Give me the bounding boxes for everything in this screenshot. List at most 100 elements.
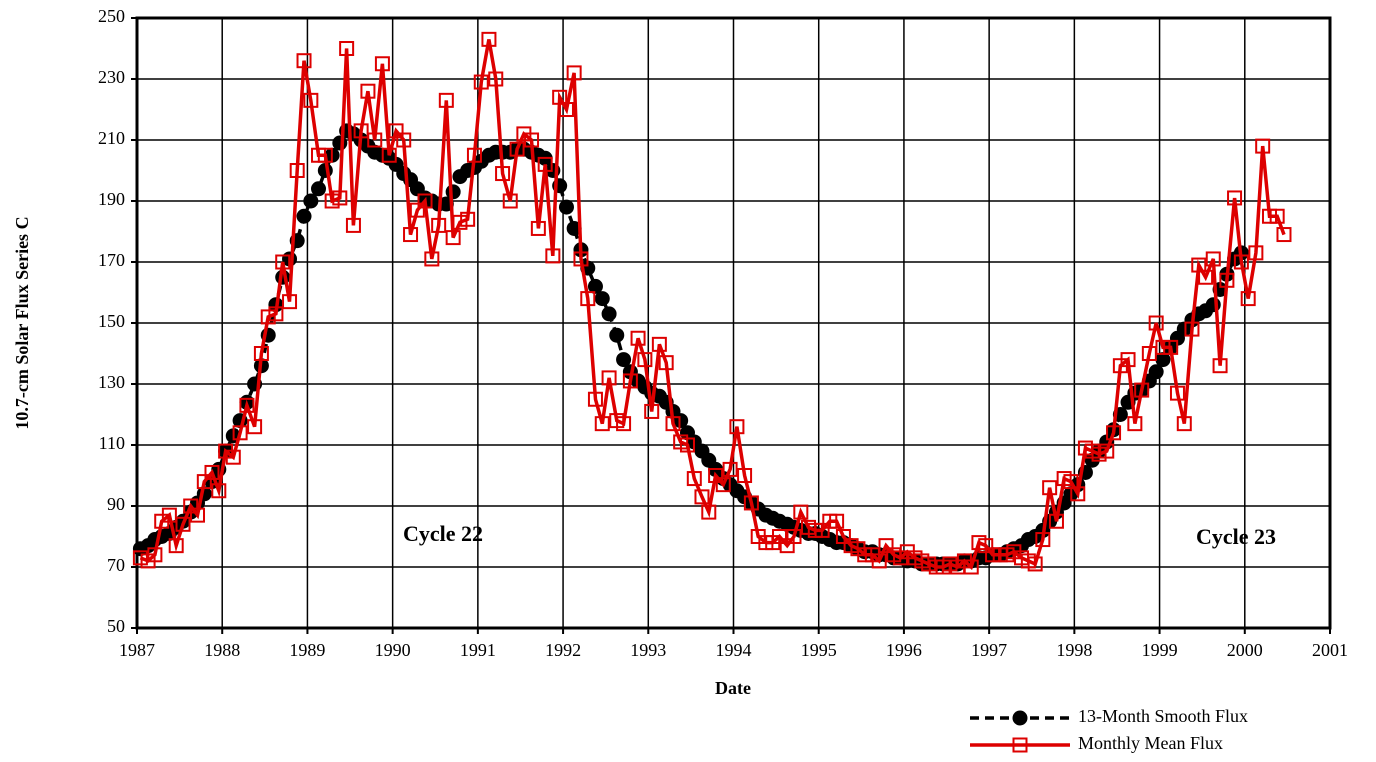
point — [289, 163, 305, 178]
point — [1134, 382, 1150, 398]
x-tick-label: 1996 — [886, 640, 922, 660]
point — [1240, 291, 1256, 307]
point — [1035, 532, 1051, 548]
point — [1042, 480, 1058, 496]
point — [296, 53, 312, 69]
point — [694, 489, 710, 505]
point — [1219, 272, 1235, 288]
y-axis-label: 10.7-cm Solar Flux Series C — [12, 216, 32, 429]
point — [424, 251, 440, 267]
point — [558, 199, 574, 215]
y-tick-label: 230 — [98, 67, 125, 87]
point — [835, 529, 851, 544]
point — [317, 147, 333, 163]
point — [630, 330, 646, 346]
x-tick-label: 1993 — [630, 640, 666, 660]
point — [772, 529, 788, 544]
point — [460, 211, 476, 227]
point — [481, 31, 497, 47]
point — [857, 547, 873, 563]
point — [1148, 315, 1164, 331]
point — [311, 181, 327, 197]
point — [878, 538, 894, 554]
point — [1091, 446, 1107, 462]
point — [367, 132, 383, 148]
point — [175, 516, 191, 532]
point — [132, 550, 148, 566]
point — [353, 123, 369, 139]
point — [729, 419, 745, 435]
point — [573, 251, 589, 267]
point — [303, 92, 319, 108]
point — [1163, 339, 1179, 355]
point — [502, 193, 518, 209]
point — [332, 190, 348, 206]
point — [161, 507, 177, 523]
point — [665, 416, 681, 432]
x-tick-label: 1989 — [289, 640, 325, 660]
point — [1120, 352, 1136, 368]
point — [708, 468, 724, 483]
series-line — [139, 39, 1286, 571]
annotation: Cycle 22 — [403, 521, 483, 546]
point — [743, 495, 759, 511]
x-tick-label: 1998 — [1056, 640, 1092, 660]
point — [1070, 486, 1086, 502]
point — [1198, 269, 1214, 285]
point — [260, 309, 276, 325]
point — [580, 291, 596, 307]
point — [814, 522, 830, 538]
point — [196, 474, 212, 490]
point — [793, 504, 809, 520]
x-tick-label: 1997 — [971, 640, 1007, 660]
point — [679, 437, 695, 453]
point — [722, 461, 738, 477]
point — [147, 547, 163, 563]
point — [466, 147, 482, 163]
point — [452, 214, 468, 230]
point — [268, 306, 284, 322]
point — [594, 291, 610, 307]
x-tick-label: 1995 — [801, 640, 837, 660]
point — [622, 373, 638, 389]
point — [1205, 251, 1221, 267]
point — [963, 559, 979, 575]
point — [701, 504, 717, 520]
point — [737, 468, 753, 483]
point — [396, 132, 412, 148]
y-tick-label: 170 — [98, 250, 125, 270]
point — [204, 464, 220, 480]
y-tick-label: 210 — [98, 128, 125, 148]
x-tick-label: 1999 — [1142, 640, 1178, 660]
point — [247, 419, 263, 435]
point — [1027, 556, 1043, 572]
point — [339, 41, 355, 56]
point — [296, 208, 312, 224]
point — [388, 123, 404, 139]
y-tick-label: 90 — [107, 494, 125, 514]
point — [445, 184, 461, 200]
point — [644, 403, 660, 419]
point — [1276, 227, 1292, 243]
point — [537, 156, 553, 172]
legend-marker — [1012, 710, 1028, 726]
y-tick-label: 190 — [98, 189, 125, 209]
point — [168, 538, 184, 554]
point — [374, 56, 390, 72]
point — [609, 327, 625, 343]
point — [829, 513, 845, 529]
y-tick-label: 130 — [98, 372, 125, 392]
point — [921, 556, 937, 572]
point — [275, 254, 291, 270]
point — [587, 391, 603, 407]
legend-marker — [1012, 737, 1028, 753]
y-tick-label: 110 — [99, 433, 125, 453]
x-tick-label: 2000 — [1227, 640, 1263, 660]
point — [601, 306, 617, 322]
x-tick-label: 1987 — [119, 640, 155, 660]
point — [303, 193, 319, 209]
point — [1255, 138, 1271, 154]
point — [616, 416, 632, 432]
point — [445, 230, 461, 246]
point — [1212, 358, 1228, 374]
